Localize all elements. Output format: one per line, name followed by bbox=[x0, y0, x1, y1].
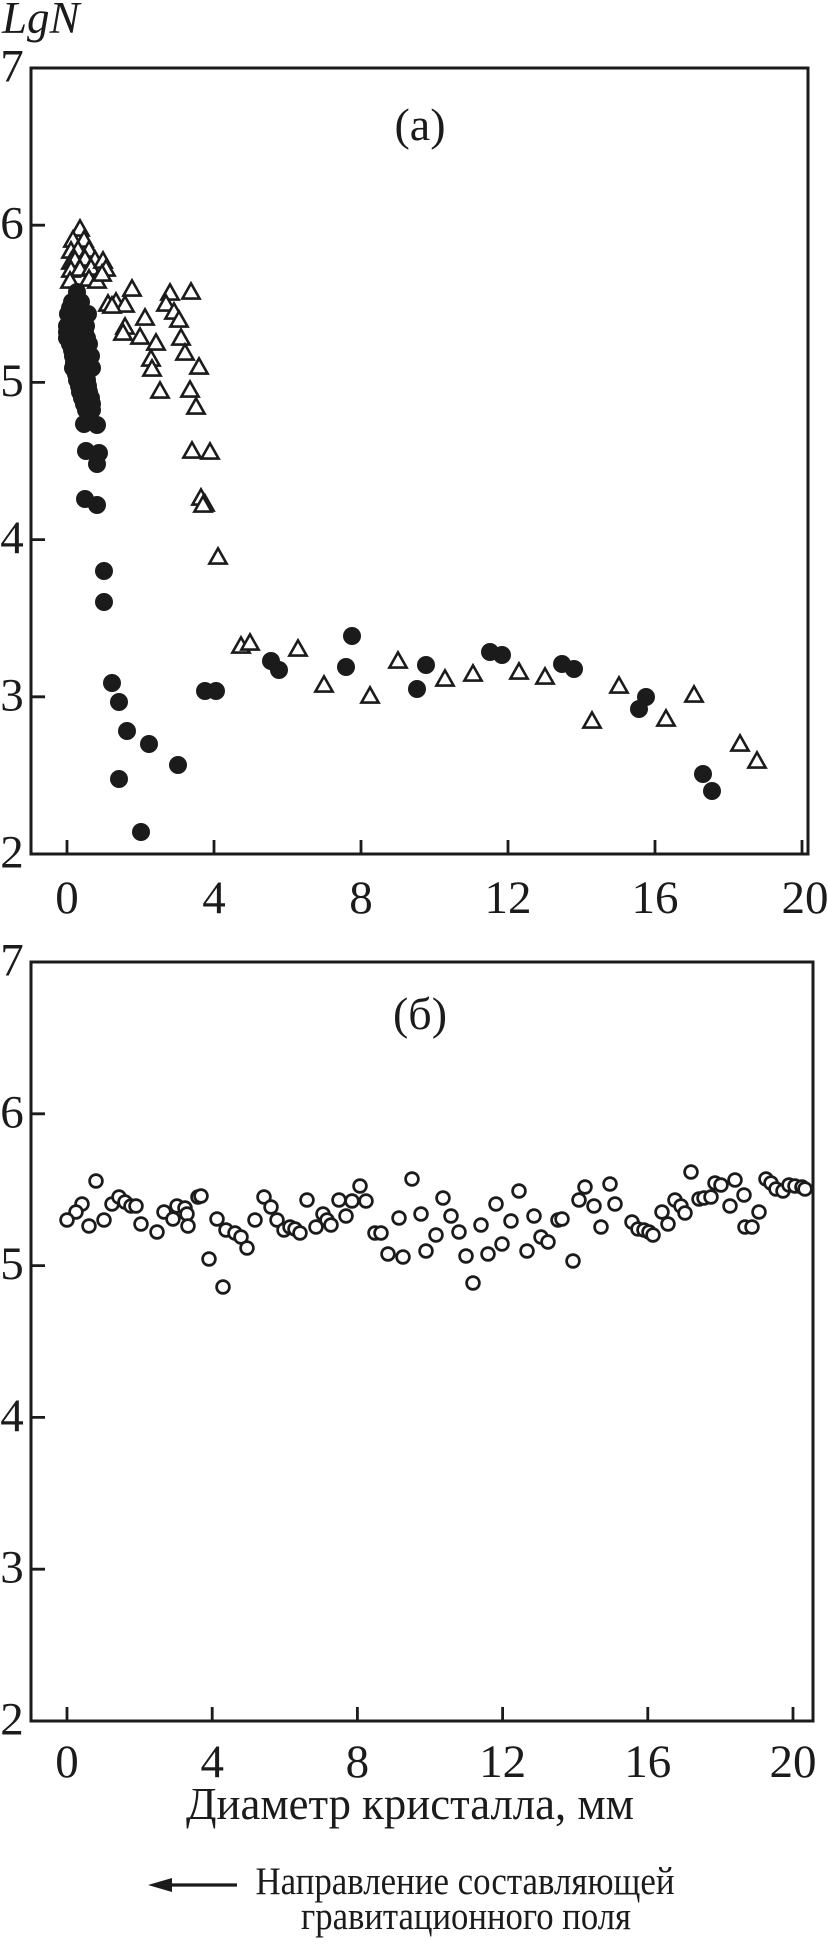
svg-text:2: 2 bbox=[0, 1694, 24, 1746]
svg-text:7: 7 bbox=[0, 41, 24, 93]
svg-text:(а): (а) bbox=[394, 99, 445, 150]
svg-text:4: 4 bbox=[0, 1390, 24, 1442]
svg-text:6: 6 bbox=[0, 1086, 24, 1138]
svg-text:3: 3 bbox=[0, 669, 24, 721]
svg-text:LgN: LgN bbox=[1, 0, 83, 43]
svg-text:20: 20 bbox=[782, 872, 828, 924]
svg-text:(б): (б) bbox=[393, 988, 447, 1039]
svg-text:5: 5 bbox=[0, 1238, 24, 1290]
svg-text:20: 20 bbox=[770, 1736, 817, 1788]
svg-text:3: 3 bbox=[0, 1542, 24, 1594]
svg-text:4: 4 bbox=[0, 512, 24, 564]
svg-text:12: 12 bbox=[485, 872, 532, 924]
svg-text:8: 8 bbox=[349, 872, 373, 924]
svg-text:4: 4 bbox=[202, 872, 226, 924]
svg-text:6: 6 bbox=[0, 198, 24, 250]
svg-text:2: 2 bbox=[0, 827, 24, 879]
svg-text:7: 7 bbox=[0, 935, 24, 987]
svg-text:16: 16 bbox=[632, 872, 679, 924]
svg-text:0: 0 bbox=[55, 1736, 79, 1788]
svg-text:гравитационного поля: гравитационного поля bbox=[301, 1895, 631, 1938]
svg-text:Диаметр кристалла, мм: Диаметр кристалла, мм bbox=[186, 1779, 634, 1829]
svg-text:0: 0 bbox=[55, 872, 79, 924]
svg-text:5: 5 bbox=[0, 355, 24, 407]
